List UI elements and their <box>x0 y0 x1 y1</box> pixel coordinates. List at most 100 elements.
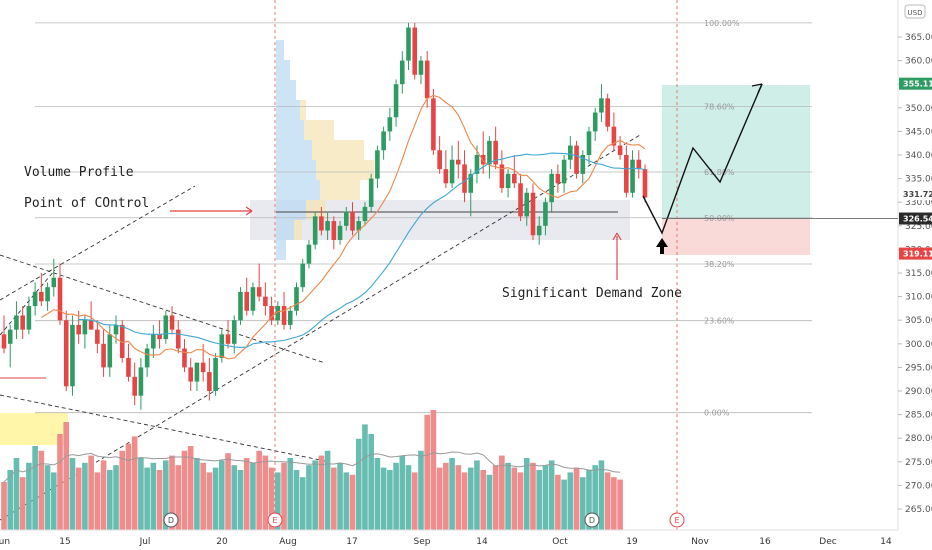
candle-body <box>530 192 536 236</box>
candle-body <box>456 159 461 165</box>
candle-body <box>592 112 598 132</box>
event-marker <box>584 512 600 528</box>
volume-bar <box>169 455 175 530</box>
volume-bar <box>38 450 45 530</box>
volume-bar <box>467 467 474 530</box>
price-axis-bg <box>898 0 932 550</box>
volume-bar <box>536 470 543 530</box>
candle-body <box>343 211 349 226</box>
candle-body <box>138 367 144 396</box>
volume-bar <box>555 474 561 530</box>
candle-body <box>406 27 411 61</box>
x-tick-label: 17 <box>346 537 357 547</box>
volume-bar <box>505 462 511 530</box>
fib-level-label: 38.20% <box>704 260 735 269</box>
volume-profile-bar <box>276 160 316 180</box>
x-tick-label: 15 <box>59 537 70 547</box>
event-marker-label: D <box>589 516 595 525</box>
highlight-box <box>0 413 68 445</box>
volume-bar <box>237 470 244 530</box>
volume-bars <box>1 410 623 530</box>
volume-profile-bar <box>276 100 300 120</box>
trend-line-descending-lower <box>0 394 331 463</box>
candle-body <box>605 98 610 127</box>
candle-body <box>57 277 63 321</box>
candle-body <box>238 291 243 321</box>
annotation-poc: Point of COntrol <box>24 196 149 211</box>
volume-bar <box>250 462 256 530</box>
candle-body <box>424 60 430 99</box>
volume-bar <box>19 477 26 530</box>
candle-body <box>45 287 50 302</box>
candle-body <box>325 221 330 231</box>
candle-body <box>20 315 25 330</box>
volume-bar <box>194 458 200 530</box>
volume-bar <box>331 467 337 530</box>
candle-body <box>462 164 467 193</box>
candle-body <box>163 315 169 340</box>
volume-profile-bar <box>276 80 296 100</box>
volume-bar <box>275 472 281 530</box>
time-axis[interactable]: Jun 15 Jul 20 Aug 17 Sep 14 Oct 19 Nov 16 Dec 14 <box>0 529 898 547</box>
candle-body <box>188 367 193 382</box>
candle-body <box>518 183 523 217</box>
price-axis[interactable]: 265.00 270.00 275.00 280.00 285.00 290.00 295.… <box>897 0 932 550</box>
candle-body <box>574 145 579 174</box>
candle-body <box>95 329 100 344</box>
candle-body <box>63 320 69 387</box>
candle-body <box>219 334 225 358</box>
volume-bar <box>499 455 505 530</box>
volume-bar <box>156 470 163 530</box>
x-tick-label: Nov <box>691 537 709 547</box>
candle-body <box>555 173 561 184</box>
volume-bar <box>443 462 449 530</box>
volume-bar <box>200 462 206 530</box>
y-tick-label: 325.00 <box>905 222 932 232</box>
volume-bar <box>337 462 343 530</box>
candle-body <box>512 173 517 184</box>
volume-profile-bar <box>276 40 284 60</box>
candle-body <box>194 362 200 382</box>
candle-body <box>281 306 287 325</box>
candle-body <box>26 306 32 330</box>
candle-body <box>169 315 175 330</box>
x-tick-label: Jun <box>0 537 10 547</box>
volume-bar <box>511 467 518 530</box>
event-marker-label: E <box>272 516 277 525</box>
candle-body <box>487 140 492 165</box>
candle-body <box>126 357 131 377</box>
candle-body <box>375 150 380 179</box>
volume-bar <box>13 458 20 530</box>
fib-level-label: 100.00% <box>704 19 740 28</box>
volume-bar <box>405 465 412 530</box>
x-tick-label: Dec <box>819 537 836 547</box>
candle-body <box>300 263 306 288</box>
price-label-text: 355.11 <box>903 80 932 89</box>
candle-body <box>1 334 7 349</box>
candle-body <box>437 150 442 170</box>
volume-bar <box>349 474 356 530</box>
volume-bar <box>611 477 617 530</box>
candle-body <box>39 291 44 302</box>
candle-body <box>107 334 113 368</box>
price-label-bg <box>899 188 932 201</box>
currency-badge[interactable]: USD <box>904 4 926 19</box>
candle-body <box>157 334 162 340</box>
volume-bar <box>225 453 231 530</box>
volume-profile-bar <box>276 180 320 200</box>
candle-body <box>393 84 399 118</box>
candle-body <box>636 159 642 170</box>
moving-averages <box>3 94 646 483</box>
x-tick-label: 14 <box>880 537 892 547</box>
candle-body <box>231 320 237 344</box>
y-tick-label: 330.00 <box>905 198 932 208</box>
x-tick-label: Oct <box>552 537 568 547</box>
currency-label: USD <box>908 9 923 17</box>
volume-profile-bar-secondary <box>316 160 374 180</box>
annotation-volume-profile: Volume Profile <box>24 165 134 180</box>
volume-bar <box>399 455 406 530</box>
volume-bar <box>523 458 530 530</box>
candle-body <box>617 145 623 155</box>
volume-bar <box>1 482 7 530</box>
